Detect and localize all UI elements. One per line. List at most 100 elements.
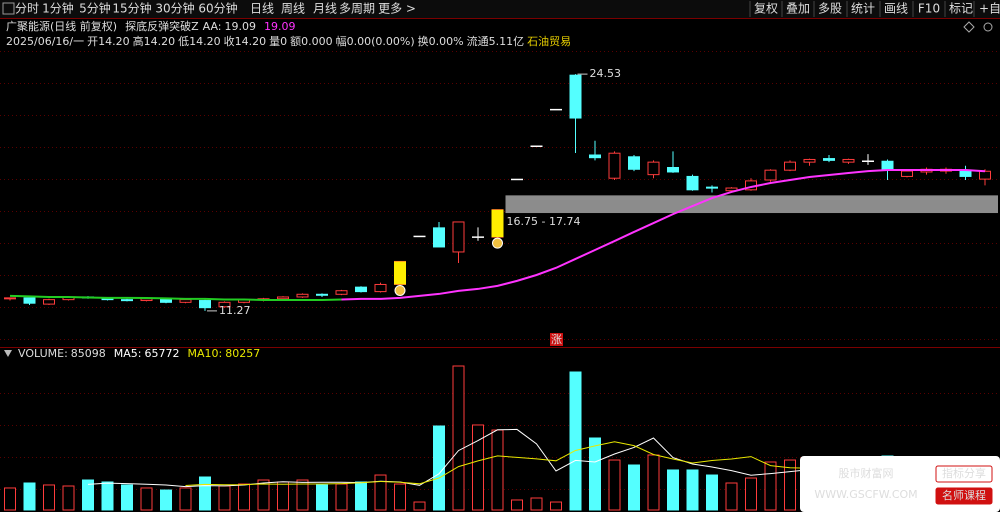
signal-bar [394, 261, 406, 285]
quote-item: 开14.20 [87, 35, 130, 48]
tool-button[interactable]: +自 [979, 2, 1000, 16]
watermark-tag-label: 指标分享 [942, 466, 986, 480]
volume-bar [160, 489, 172, 511]
quote-item: 低14.20 [178, 35, 221, 48]
period-tab[interactable]: 分时 [15, 2, 39, 16]
watermark-title: 股市财富网 [839, 466, 894, 480]
tool-button[interactable]: 复权 [754, 2, 778, 16]
candle-body [823, 158, 835, 161]
legend-value: 65772 [145, 347, 180, 360]
period-tab[interactable]: 60分钟 [198, 1, 237, 16]
indicator-line [9, 294, 342, 301]
price-band [505, 195, 998, 214]
annotation-label: 24.53 [590, 67, 622, 80]
candle-body [647, 161, 660, 176]
candle-body [706, 186, 718, 189]
volume-bar [43, 484, 55, 511]
volume-legend: VOLUME: 85098 MA5: 65772 MA10: 80257 [18, 347, 260, 360]
quote-item: 石油贸易 [527, 34, 571, 48]
band-label: 16.75 - 17.74 [507, 215, 581, 228]
period-tab[interactable]: 更多 > [378, 2, 416, 16]
volume-bar [413, 501, 426, 511]
watermark-tag [935, 487, 993, 505]
volume-bar [530, 497, 543, 511]
volume-bar [23, 482, 36, 511]
volume-bar [101, 481, 114, 511]
legend-name: VOLUME: [18, 347, 68, 360]
candle-body [296, 293, 309, 298]
volume-bar [199, 476, 211, 511]
candle-body [979, 170, 991, 180]
candle-body [667, 167, 679, 173]
pane-toggle[interactable] [4, 350, 12, 357]
period-tab[interactable]: 日线 [250, 2, 274, 16]
candle-body [452, 221, 465, 253]
volume-bar [491, 429, 504, 511]
legend-value: 80257 [225, 347, 260, 360]
candle-body [901, 170, 913, 177]
quote-item: 换0.00% [418, 34, 464, 48]
candle-body [277, 296, 289, 300]
candle-body [218, 301, 231, 308]
tool-button[interactable]: F10 [918, 2, 940, 16]
period-tab[interactable]: 月线 [313, 2, 337, 16]
circle-icon[interactable] [983, 22, 993, 32]
period-tab[interactable]: 周线 [281, 2, 305, 16]
candle-body [199, 300, 211, 309]
volume-bar [140, 487, 153, 511]
quote-item: 幅0.00(0.00%) [336, 35, 415, 48]
quote-row: 2025/06/16/一 开14.20 高14.20 低14.20 收14.20 量0 额0… [6, 34, 571, 48]
rise-marker [550, 333, 563, 346]
period-tab[interactable]: 多周期 [339, 2, 375, 16]
signal-icon [394, 284, 406, 296]
quote-item: 流通5.11亿 [467, 34, 525, 48]
volume-bar [472, 424, 484, 511]
volume-bar [433, 425, 445, 511]
period-tab[interactable]: 30分钟 [155, 1, 194, 16]
tool-button[interactable]: 画线 [884, 2, 908, 16]
period-tab[interactable]: 1分钟 [42, 1, 74, 16]
header-row: 广聚能源(日线 前复权) 探底反弹突破Z AA: 19.09 19.09 [6, 19, 296, 33]
volume-bar [628, 464, 640, 511]
volume-bar [277, 481, 289, 511]
diamond-icon[interactable] [963, 21, 975, 33]
annotation-label: 11.27 [219, 304, 251, 317]
legend-name: MA10: [188, 347, 223, 360]
period-tab[interactable]: 5分钟 [79, 1, 111, 16]
tool-button[interactable]: 多股 [818, 2, 842, 16]
tool-button[interactable]: 统计 [851, 2, 875, 16]
candle-body [764, 169, 777, 181]
watermark-tag-label: 名师课程 [942, 488, 986, 502]
volume-bar [569, 371, 582, 511]
quote-item: 收14.20 [224, 34, 267, 48]
volume-bar [179, 487, 192, 511]
volume-bar [706, 474, 718, 511]
candle-body [881, 160, 894, 171]
panel-icon[interactable] [2, 2, 15, 15]
volume-bar [394, 483, 406, 511]
aa-label: AA: [203, 20, 222, 33]
candle-body [803, 158, 816, 163]
candle-body [179, 299, 192, 303]
tool-button[interactable]: 标记 [949, 2, 973, 16]
aa-value: 19.09 [225, 20, 257, 33]
watermark-url: WWW.GSCFW.COM [814, 488, 917, 501]
volume-bar [725, 482, 738, 511]
candle-body [628, 156, 640, 170]
volume-bar [218, 485, 231, 511]
volume-bar [608, 459, 621, 511]
candle-body [355, 286, 367, 293]
volume-bar [355, 481, 367, 511]
candle-body [784, 161, 796, 171]
candle-body [23, 297, 36, 304]
period-tab[interactable]: 15分钟 [112, 1, 151, 16]
tool-button[interactable]: 叠加 [786, 2, 810, 16]
volume-bar [511, 499, 523, 511]
candle-body [569, 74, 582, 119]
candle-body [335, 290, 348, 295]
candle-body [433, 227, 445, 248]
volume-bar [296, 479, 309, 511]
